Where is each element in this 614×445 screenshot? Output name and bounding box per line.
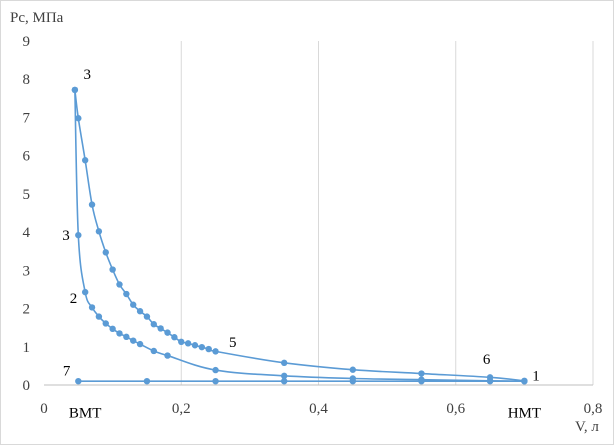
y-tick-label: 2: [23, 302, 31, 318]
y-tick-label: 7: [23, 110, 31, 126]
y-axis-label: Pc, МПа: [10, 10, 64, 26]
data-point: [280, 359, 288, 367]
data-point: [109, 266, 116, 273]
y-tick-label: 5: [23, 187, 31, 203]
x-tick-label: 0,8: [584, 401, 603, 417]
data-point: [349, 366, 357, 373]
series-line-2: [74, 89, 525, 382]
data-point: [136, 308, 144, 315]
y-tick-label: 3: [23, 263, 31, 279]
annotation-label: НМТ: [508, 405, 541, 421]
data-point: [136, 340, 144, 348]
data-point: [75, 115, 82, 122]
data-point: [164, 352, 171, 359]
data-point: [157, 325, 164, 332]
data-point: [280, 377, 288, 385]
data-point: [280, 372, 288, 380]
data-point: [143, 313, 151, 320]
y-tick-label: 8: [23, 72, 31, 88]
y-tick-label: 9: [23, 34, 31, 50]
data-point: [212, 377, 219, 385]
data-point: [418, 377, 425, 385]
data-point: [123, 290, 130, 298]
y-tick-label: 4: [23, 225, 31, 241]
data-point: [116, 281, 123, 288]
data-point: [75, 231, 82, 239]
data-point: [71, 86, 79, 94]
data-point: [143, 377, 151, 385]
data-point: [130, 337, 137, 344]
data-point: [81, 288, 89, 296]
series-line-1: [74, 89, 525, 382]
data-point: [88, 304, 96, 311]
data-point: [184, 340, 192, 347]
data-point: [109, 325, 116, 333]
x-tick-label: 0,2: [172, 401, 191, 417]
data-point: [418, 370, 425, 377]
data-point: [81, 157, 89, 164]
data-point: [171, 334, 178, 341]
data-point: [95, 228, 103, 235]
data-point: [198, 343, 206, 351]
x-tick-label: 0: [40, 401, 48, 417]
data-point: [123, 333, 130, 341]
data-point: [205, 345, 212, 353]
annotation-label: 2: [70, 291, 78, 307]
data-point: [486, 377, 494, 385]
y-tick-label: 0: [23, 378, 31, 394]
x-axis-label: V, л: [575, 419, 599, 435]
data-point: [102, 249, 109, 256]
data-point: [102, 320, 109, 327]
y-tick-label: 1: [23, 340, 31, 356]
data-point: [75, 377, 82, 385]
x-tick-label: 0,6: [446, 401, 465, 417]
data-point: [212, 366, 219, 374]
data-point: [212, 348, 219, 355]
data-point: [150, 347, 157, 355]
data-point: [191, 342, 199, 349]
data-point: [130, 301, 137, 308]
data-point: [521, 377, 528, 385]
y-tick-label: 6: [23, 149, 31, 165]
annotation-label: 3: [83, 67, 91, 83]
data-point: [150, 321, 157, 328]
data-point: [95, 313, 103, 320]
data-point: [164, 329, 171, 336]
data-point: [88, 201, 96, 208]
data-point: [116, 330, 123, 337]
annotation-label: 6: [483, 352, 491, 368]
annotation-label: 1: [532, 368, 540, 384]
annotation-label: 3: [62, 228, 70, 244]
annotation-label: ВМТ: [69, 405, 102, 421]
annotation-label: 7: [63, 363, 71, 379]
x-tick-label: 0,4: [309, 401, 328, 417]
data-point: [178, 338, 185, 346]
annotation-label: 5: [229, 335, 237, 351]
data-point: [349, 377, 357, 385]
